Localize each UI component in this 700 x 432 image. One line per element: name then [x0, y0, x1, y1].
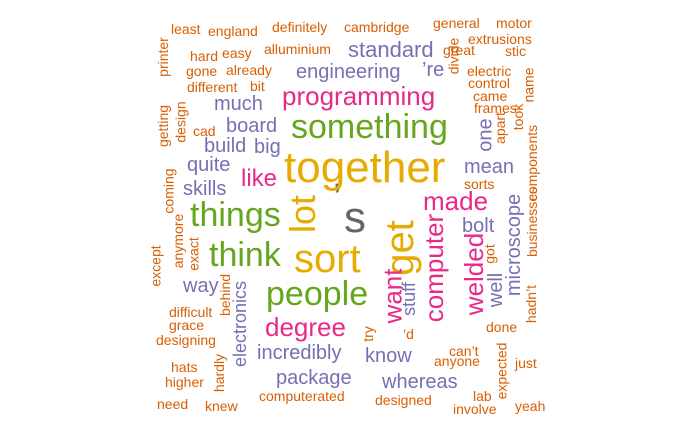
- word-53: divide: [445, 37, 462, 75]
- word-77: designing: [156, 332, 216, 348]
- word-74: behind: [217, 273, 234, 317]
- word-8: think: [209, 236, 281, 274]
- word-68: sorts: [464, 176, 495, 192]
- word-79: done: [486, 319, 518, 335]
- word-16: like: [241, 165, 278, 192]
- word-63: cad: [193, 123, 216, 139]
- word-33: stuff: [398, 282, 419, 316]
- word-84: expected: [493, 342, 510, 400]
- word-64: apart: [491, 112, 508, 144]
- word-52: already: [226, 62, 272, 78]
- word-42: general: [433, 15, 480, 31]
- word-88: higher: [165, 374, 204, 390]
- word-83: anyone: [434, 353, 480, 369]
- word-71: exact: [185, 237, 202, 271]
- word-35: know: [365, 345, 412, 367]
- word-1: ’: [333, 176, 342, 220]
- word-65: took: [510, 103, 527, 131]
- word-90: need: [157, 396, 189, 412]
- word-28: bolt: [462, 215, 495, 237]
- word-55: control: [468, 75, 511, 91]
- word-47: alluminium: [264, 41, 331, 57]
- word-80: try: [359, 326, 376, 342]
- word-30: well: [485, 272, 508, 308]
- word-49: stic: [505, 43, 526, 59]
- word-69: businesses: [524, 186, 541, 258]
- word-75: difficult: [169, 304, 213, 320]
- word-6: something: [291, 108, 448, 146]
- word-56: name: [520, 67, 537, 103]
- word-34: incredibly: [257, 342, 342, 364]
- word-57: different: [187, 79, 238, 95]
- word-17: standard: [348, 37, 434, 62]
- word-7: things: [190, 196, 281, 234]
- word-59: came: [473, 88, 508, 104]
- word-41: cambridge: [344, 19, 410, 35]
- word-78: hadn’t: [523, 284, 540, 324]
- word-60: frames: [474, 100, 517, 116]
- word-58: bit: [250, 78, 265, 94]
- word-87: hardly: [211, 353, 228, 393]
- word-24: quite: [187, 154, 231, 176]
- word-62: design: [172, 101, 189, 143]
- word-3: sort: [294, 237, 361, 281]
- word-92: computerated: [259, 388, 345, 404]
- word-91: knew: [205, 398, 238, 414]
- word-50: extrusions: [468, 31, 532, 47]
- word-86: hats: [171, 359, 198, 375]
- word-20: much: [214, 93, 263, 115]
- word-67: coming: [160, 168, 177, 214]
- word-72: except: [147, 245, 164, 287]
- word-89: lab: [473, 388, 492, 404]
- word-40: definitely: [272, 19, 328, 35]
- word-19: ’re: [422, 59, 445, 81]
- word-25: skills: [183, 178, 227, 200]
- word-39: england: [208, 23, 258, 39]
- word-23: big: [254, 136, 281, 158]
- word-4: get: [377, 220, 422, 276]
- word-93: designed: [375, 392, 432, 408]
- word-95: yeah: [515, 398, 546, 414]
- word-11: made: [423, 186, 489, 216]
- word-48: great: [443, 42, 475, 58]
- word-26: mean: [464, 156, 515, 178]
- word-94: involve: [453, 401, 497, 417]
- word-85: just: [515, 355, 537, 371]
- word-54: electric: [467, 63, 512, 79]
- word-12: computer: [419, 213, 450, 323]
- word-10: programming: [282, 81, 436, 111]
- word-73: got: [481, 244, 498, 264]
- word-21: board: [226, 115, 278, 137]
- word-15: degree: [265, 312, 346, 342]
- word-0: s: [344, 193, 366, 242]
- word-5: lot: [282, 194, 324, 234]
- word-45: hard: [190, 48, 219, 64]
- word-43: motor: [496, 15, 532, 31]
- word-46: easy: [222, 45, 252, 61]
- word-37: whereas: [382, 371, 458, 393]
- word-44: printer: [154, 37, 171, 77]
- word-2: together: [284, 143, 446, 192]
- word-76: grace: [169, 317, 205, 333]
- word-61: getting: [155, 104, 172, 148]
- word-18: engineering: [296, 61, 401, 83]
- word-81: ’d: [403, 326, 414, 342]
- word-38: least: [171, 21, 201, 37]
- word-9: people: [266, 275, 369, 313]
- word-32: electronics: [230, 280, 251, 368]
- word-36: package: [276, 367, 352, 389]
- word-31: way: [183, 275, 219, 297]
- word-70: anymore: [170, 213, 187, 269]
- word-51: gone: [186, 63, 218, 79]
- word-22: build: [204, 135, 247, 157]
- word-82: can’t: [449, 343, 479, 359]
